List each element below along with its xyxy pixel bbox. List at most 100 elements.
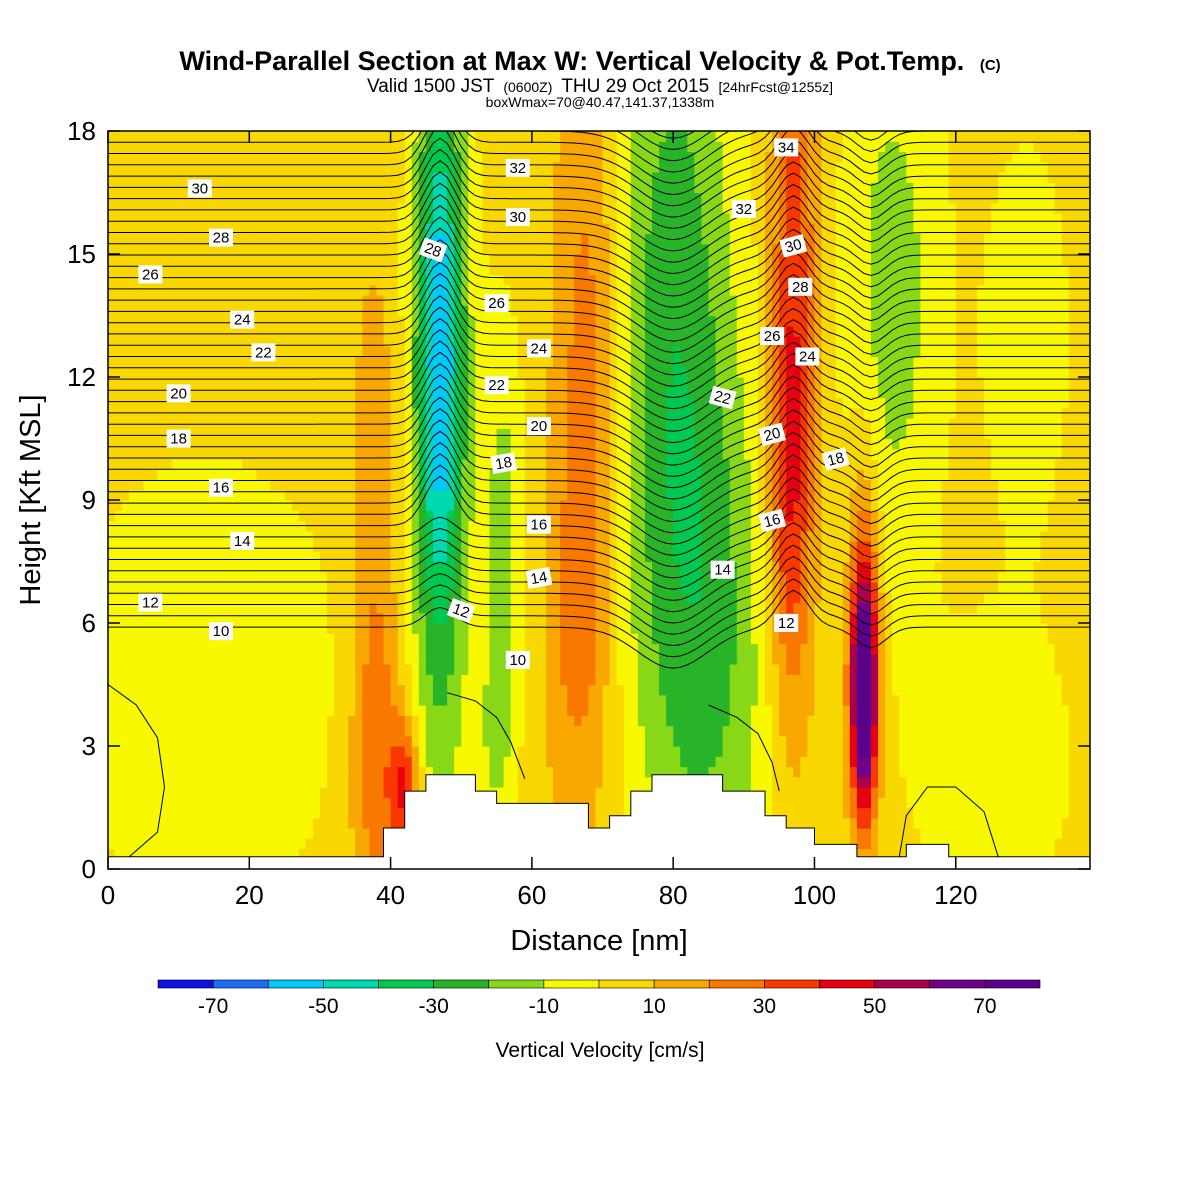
vv-cell	[334, 684, 342, 696]
vv-cell	[284, 838, 293, 850]
vv-cell	[425, 428, 434, 440]
vv-cell	[164, 356, 173, 368]
vv-cell	[122, 602, 130, 614]
vv-cell	[440, 479, 448, 491]
vv-cell	[284, 602, 293, 614]
vv-cell	[108, 418, 116, 429]
vv-cell	[341, 797, 349, 809]
vv-cell	[355, 315, 363, 327]
vv-cell	[588, 336, 597, 347]
vv-cell	[362, 213, 370, 224]
vv-cell	[221, 797, 229, 809]
vv-cell	[560, 500, 568, 511]
vv-cell	[538, 766, 547, 778]
vv-cell	[531, 377, 540, 388]
vv-cell	[489, 192, 498, 204]
vv-cell	[129, 305, 137, 317]
vv-cell	[143, 828, 151, 839]
vv-cell	[376, 643, 385, 655]
vv-cell	[213, 817, 222, 829]
vv-cell	[411, 336, 420, 347]
vv-cell	[122, 653, 130, 665]
vv-cell	[327, 377, 335, 388]
vv-cell	[376, 653, 385, 665]
vv-cell	[312, 356, 321, 368]
vv-cell	[348, 746, 356, 757]
vv-cell	[228, 459, 236, 470]
vv-cell	[270, 469, 279, 481]
vv-cell	[284, 233, 293, 245]
vv-cell	[432, 623, 441, 634]
vv-cell	[595, 766, 604, 778]
vv-cell	[171, 592, 180, 604]
vv-cell	[517, 561, 526, 573]
vv-cell	[362, 541, 370, 552]
vv-cell	[256, 336, 265, 347]
vv-cell	[319, 828, 328, 839]
vv-cell	[242, 510, 250, 522]
vv-cell	[221, 377, 229, 388]
vv-cell	[482, 407, 491, 419]
vv-cell	[249, 254, 257, 265]
vv-cell	[524, 633, 533, 645]
vv-cell	[284, 428, 293, 440]
vv-cell	[440, 643, 448, 655]
vv-cell	[305, 151, 314, 163]
vv-cell	[270, 305, 279, 317]
vv-cell	[319, 479, 328, 491]
vv-cell	[221, 571, 229, 583]
vv-cell	[574, 705, 582, 716]
vv-cell	[581, 274, 589, 286]
vv-cell	[397, 664, 406, 675]
vv-cell	[185, 325, 194, 337]
vv-cell	[277, 541, 286, 552]
vv-cell	[221, 592, 229, 604]
vv-cell	[199, 766, 208, 778]
vv-cell	[348, 612, 356, 624]
vv-cell	[298, 141, 307, 153]
vv-cell	[164, 848, 173, 860]
vv-cell	[475, 520, 484, 532]
vv-cell	[560, 623, 568, 634]
vv-cell	[468, 366, 476, 378]
vv-cell	[355, 848, 363, 860]
vv-cell	[362, 735, 370, 747]
vv-cell	[489, 725, 498, 737]
vv-cell	[362, 510, 370, 522]
vv-cell	[553, 633, 561, 645]
vv-cell	[454, 746, 462, 757]
vv-cell	[531, 469, 540, 481]
vv-cell	[235, 684, 243, 696]
vv-cell	[390, 172, 399, 183]
vv-cell	[284, 715, 293, 727]
vv-cell	[143, 807, 151, 819]
vv-cell	[383, 161, 392, 173]
vv-cell	[404, 479, 413, 491]
vv-cell	[383, 766, 392, 778]
vv-cell	[574, 448, 582, 460]
vv-cell	[418, 469, 427, 481]
vv-cell	[312, 243, 321, 255]
vv-cell	[291, 705, 300, 716]
vv-cell	[277, 161, 286, 173]
vv-cell	[298, 243, 307, 255]
vv-cell	[284, 336, 293, 347]
vv-cell	[157, 172, 166, 183]
vv-cell	[468, 448, 476, 460]
vv-cell	[178, 766, 187, 778]
vv-cell	[404, 735, 413, 747]
vv-cell	[425, 254, 434, 265]
vv-cell	[213, 366, 222, 378]
vv-cell	[206, 705, 215, 716]
vv-cell	[588, 510, 597, 522]
vv-cell	[221, 500, 229, 511]
vv-cell	[461, 623, 469, 634]
vv-cell	[150, 705, 159, 716]
vv-cell	[291, 735, 300, 747]
vv-cell	[581, 797, 589, 809]
vv-cell	[432, 530, 441, 542]
vv-cell	[553, 756, 561, 768]
vv-cell	[355, 172, 363, 183]
vv-cell	[192, 828, 201, 839]
vv-cell	[256, 489, 265, 501]
